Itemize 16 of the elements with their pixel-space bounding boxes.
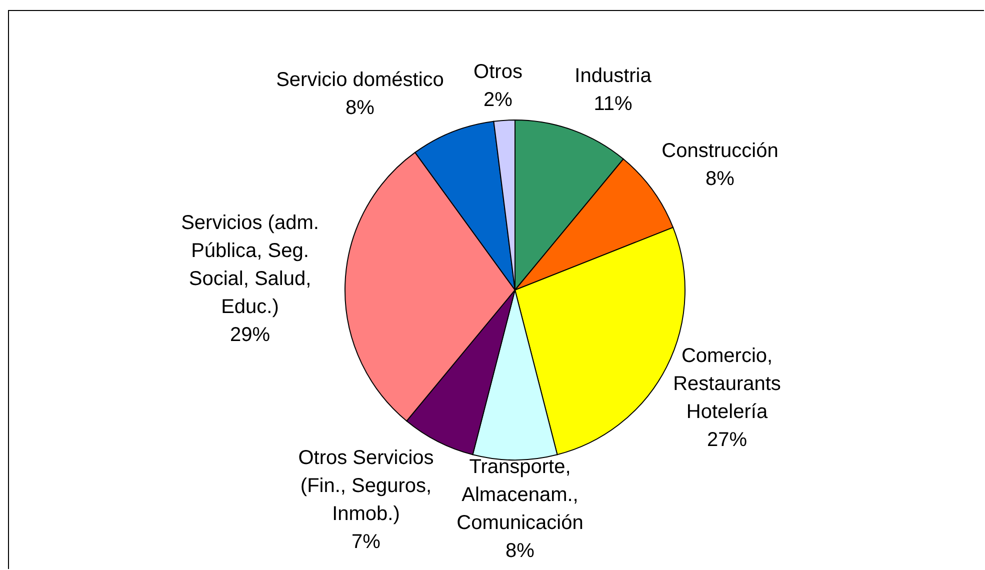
- slice-label: Transporte, Almacenam., Comunicación: [456, 456, 584, 534]
- data-label: 7%: [352, 531, 381, 553]
- slice-label: Industria: [574, 65, 652, 87]
- slice-label: Servicios (adm. Pública, Seg. Social, Salud, Educ.): [181, 212, 319, 318]
- data-label: 29%: [230, 324, 270, 346]
- data-label: 2%: [484, 89, 513, 111]
- data-label: 8%: [506, 540, 535, 562]
- data-label: 8%: [346, 97, 375, 119]
- slice-label: Otros: [474, 61, 522, 83]
- slice-label: Construcción: [662, 140, 778, 162]
- data-label: 27%: [706, 429, 748, 451]
- data-label: 8%: [706, 168, 735, 190]
- slice-label: Servicio doméstico: [276, 69, 444, 91]
- slice-label: Otros Servicios (Fin., Seguros, Inmob.): [298, 447, 434, 525]
- data-label: 11%: [594, 93, 632, 115]
- slice-label: Comercio, Restaurants Hotelería: [673, 345, 781, 423]
